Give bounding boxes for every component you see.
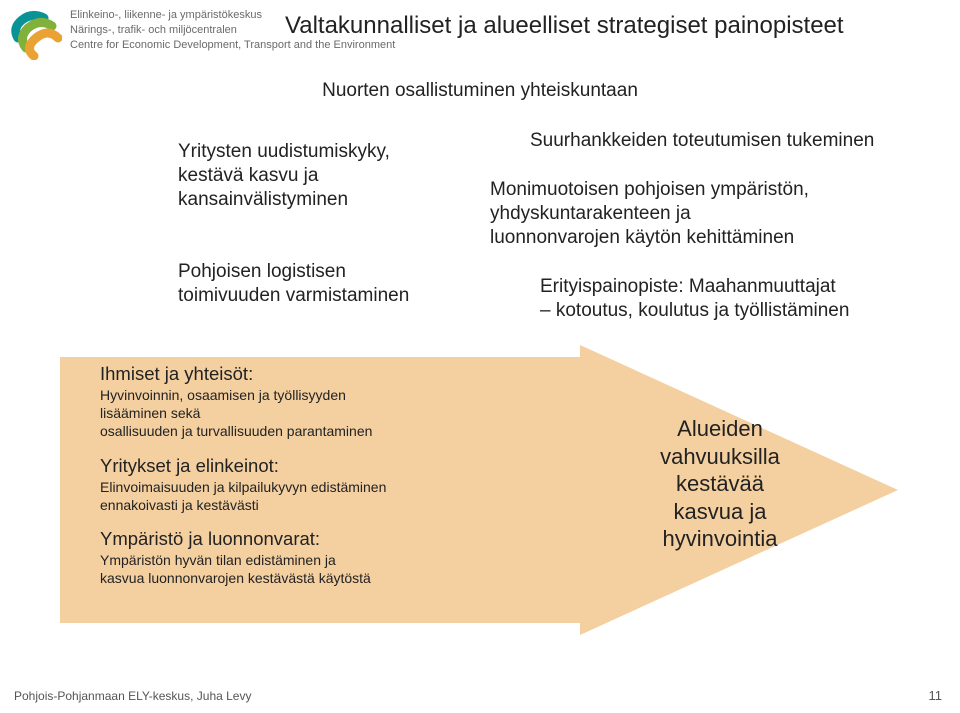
section-2: Yritykset ja elinkeinot: Elinvoimaisuude… — [100, 455, 530, 514]
section-2-head: Yritykset ja elinkeinot: — [100, 455, 530, 477]
footer-text: Pohjois-Pohjanmaan ELY-keskus, Juha Levy — [14, 689, 251, 703]
page-number: 11 — [929, 688, 943, 703]
subheading: Nuorten osallistuminen yhteiskuntaan — [0, 80, 960, 102]
block-top-right: Suurhankkeiden toteutumisen tukeminen — [530, 130, 950, 152]
arrow-diagram: Ihmiset ja yhteisöt: Hyvinvoinnin, osaam… — [60, 345, 900, 635]
section-3-sub: Ympäristön hyvän tilan edistäminen jakas… — [100, 551, 530, 587]
block-mid-left: Pohjoisen logistisentoimivuuden varmista… — [178, 260, 478, 308]
page-title: Valtakunnalliset ja alueelliset strategi… — [285, 12, 950, 40]
section-1: Ihmiset ja yhteisöt: Hyvinvoinnin, osaam… — [100, 363, 530, 441]
section-3: Ympäristö ja luonnonvarat: Ympäristön hy… — [100, 528, 530, 587]
block-emphasis: Erityispainopiste: Maahanmuuttajat– koto… — [540, 275, 940, 323]
block-mid-right: Monimuotoisen pohjoisen ympäristön,yhdys… — [490, 178, 870, 249]
section-1-sub: Hyvinvoinnin, osaamisen ja työllisyydenl… — [100, 386, 530, 441]
arrow-left-column: Ihmiset ja yhteisöt: Hyvinvoinnin, osaam… — [100, 363, 530, 601]
section-2-sub: Elinvoimaisuuden ja kilpailukyvyn edistä… — [100, 478, 530, 514]
section-1-head: Ihmiset ja yhteisöt: — [100, 363, 530, 385]
block-top-left: Yritysten uudistumiskyky,kestävä kasvu j… — [178, 140, 478, 211]
arrow-right-text: Alueidenvahvuuksillakestävääkasvua jahyv… — [620, 415, 820, 553]
section-3-head: Ympäristö ja luonnonvarat: — [100, 528, 530, 550]
org-logo — [10, 8, 62, 60]
